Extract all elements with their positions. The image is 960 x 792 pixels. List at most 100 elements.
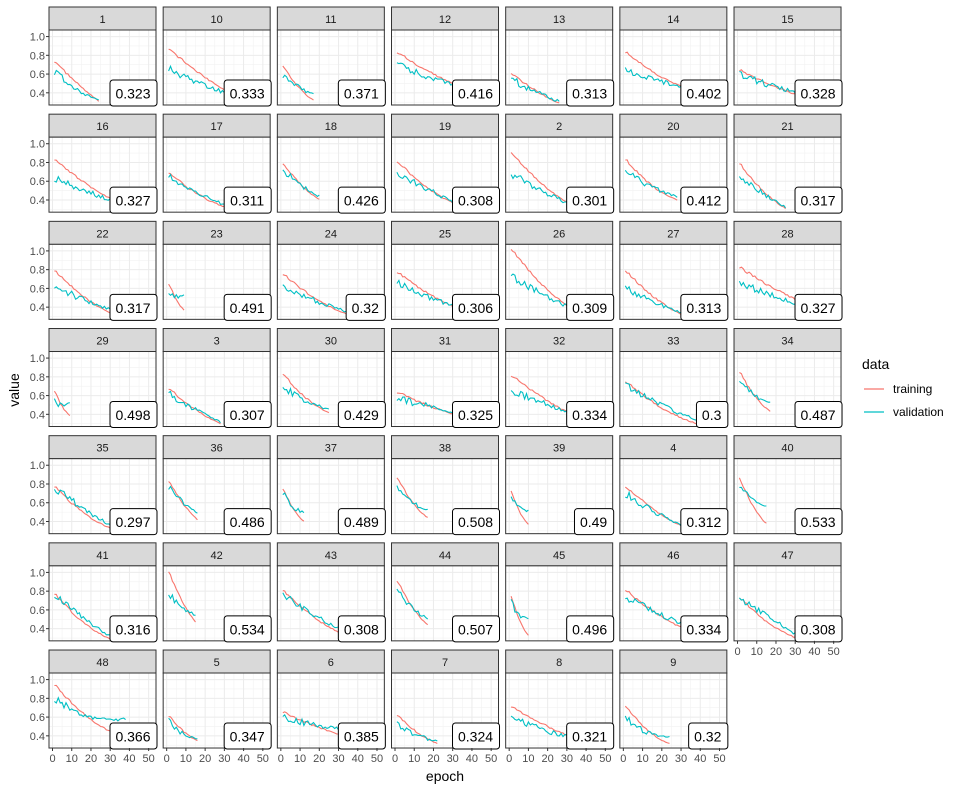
facet-panel-5: 5 0.347 0 10 20 30 40 50 [162, 649, 272, 765]
panel-border [391, 672, 500, 749]
facet-panel-37: 37 0.489 [276, 435, 386, 536]
x-tick-label: 40 [808, 646, 820, 658]
x-tick-label: 20 [770, 646, 782, 658]
x-tick-label: 40 [466, 753, 478, 765]
x-tick-label: 0 [392, 753, 398, 765]
y-tick-label: 0.6 [30, 69, 45, 81]
value-badge-label: 0.317 [115, 300, 150, 316]
value-badge [109, 722, 158, 750]
facet-strip-label: 11 [325, 14, 336, 26]
series-line-validation [624, 285, 687, 315]
facet-strip-label: 40 [781, 443, 793, 455]
facet-panel-45: 45 0.496 [505, 542, 615, 643]
facet-strip-label: 35 [96, 443, 108, 455]
y-axis-title: value [6, 373, 22, 407]
x-tick-label: 20 [656, 753, 668, 765]
series-line-validation [396, 588, 429, 620]
facet-strip-label: 20 [667, 121, 679, 133]
x-tick-label: 50 [257, 753, 269, 765]
series-line-validation [53, 398, 70, 408]
x-tick-label: 30 [675, 753, 687, 765]
facet-panel-27: 27 0.313 [619, 220, 729, 321]
facet-panel-23: 23 0.491 [162, 220, 272, 321]
panel-border [391, 29, 500, 106]
value-badge [680, 293, 729, 321]
facet-panel-6: 6 0.385 0 10 20 30 40 50 [276, 649, 386, 765]
facet-panel-19: 19 0.308 [391, 113, 501, 214]
series-line-training [739, 597, 800, 640]
x-tick-label: 50 [599, 753, 611, 765]
value-badge [223, 722, 272, 750]
x-tick-label: 50 [143, 753, 155, 765]
panel-border [505, 565, 614, 642]
value-badge [345, 293, 386, 321]
legend: data training validation [862, 356, 944, 419]
panel-grid [734, 351, 842, 427]
facet-panel-32: 32 0.334 [505, 328, 615, 429]
series-line-validation [53, 69, 99, 101]
series-line-training [54, 61, 100, 102]
facet-strip-label: 28 [781, 228, 793, 240]
facet-panel-39: 390.49 [505, 435, 615, 536]
facet-strip-label: 39 [553, 443, 565, 455]
panel-border [733, 243, 842, 320]
value-badge-label: 0.306 [458, 300, 493, 316]
panel-grid [619, 244, 727, 320]
facet-panel-30: 30 0.429 [276, 328, 386, 429]
panel-border [162, 672, 271, 749]
value-badge [566, 615, 615, 643]
series-line-validation [54, 696, 126, 722]
facet-panel-15: 15 0.328 [733, 6, 843, 107]
y-tick-label: 1.0 [30, 32, 45, 44]
facet-panel-24: 240.32 [276, 220, 386, 321]
value-badge-label: 0.334 [686, 621, 721, 637]
series-line-training [396, 477, 428, 518]
facet-panel-46: 46 0.334 [619, 542, 729, 643]
series-line-training [624, 270, 687, 317]
x-tick-label: 0 [620, 753, 626, 765]
value-badge [337, 615, 386, 643]
panel-border [48, 351, 157, 428]
panel-border [733, 29, 842, 106]
facet-strip-label: 7 [442, 657, 448, 669]
value-badge-label: 0.507 [458, 621, 493, 637]
series-line-training [625, 159, 678, 201]
series-line-training [282, 373, 330, 414]
value-badge-label: 0.333 [230, 86, 265, 102]
value-badge-label: 0.307 [230, 407, 265, 423]
legend-label-validation: validation [893, 405, 944, 419]
facet-strip-label: 29 [96, 336, 108, 348]
series-line-training [510, 596, 529, 636]
value-badge-label: 0.308 [344, 621, 379, 637]
y-tick-label: 0.6 [30, 498, 45, 510]
facet-panel-44: 44 0.507 [391, 542, 501, 643]
facet-panel-9: 9 0.32 0 10 20 30 40 50 [619, 649, 729, 765]
legend-label-training: training [893, 382, 932, 396]
panel-grid [163, 244, 271, 320]
x-tick-label: 40 [237, 753, 249, 765]
facet-strip-label: 47 [781, 550, 793, 562]
value-badge [452, 508, 501, 536]
value-badge [794, 186, 843, 214]
panel-border [48, 29, 157, 106]
x-tick-label: 40 [123, 753, 135, 765]
series-line-training [168, 715, 198, 742]
facet-strip-label: 23 [211, 228, 223, 240]
panel-border [48, 565, 157, 642]
panel-border [733, 351, 842, 428]
panel-border [619, 136, 728, 213]
value-badge-label: 0.402 [686, 86, 721, 102]
y-tick-label: 0.8 [30, 586, 45, 598]
panel-border [276, 351, 385, 428]
value-badge [680, 79, 729, 107]
series-line-validation [510, 496, 529, 513]
value-badge [223, 401, 272, 429]
panel-grid [619, 30, 727, 105]
series-line-training [624, 381, 701, 425]
facet-panel-43: 43 0.308 [276, 542, 386, 643]
facet-panel-20: 20 0.412 [619, 113, 729, 214]
facet-panel-41: 41 0.316 0.4 0.6 0.8 1.0 [30, 542, 158, 643]
y-tick-label: 0.4 [30, 302, 45, 314]
series-line-training [624, 705, 670, 744]
facet-strip-label: 1 [99, 14, 105, 26]
